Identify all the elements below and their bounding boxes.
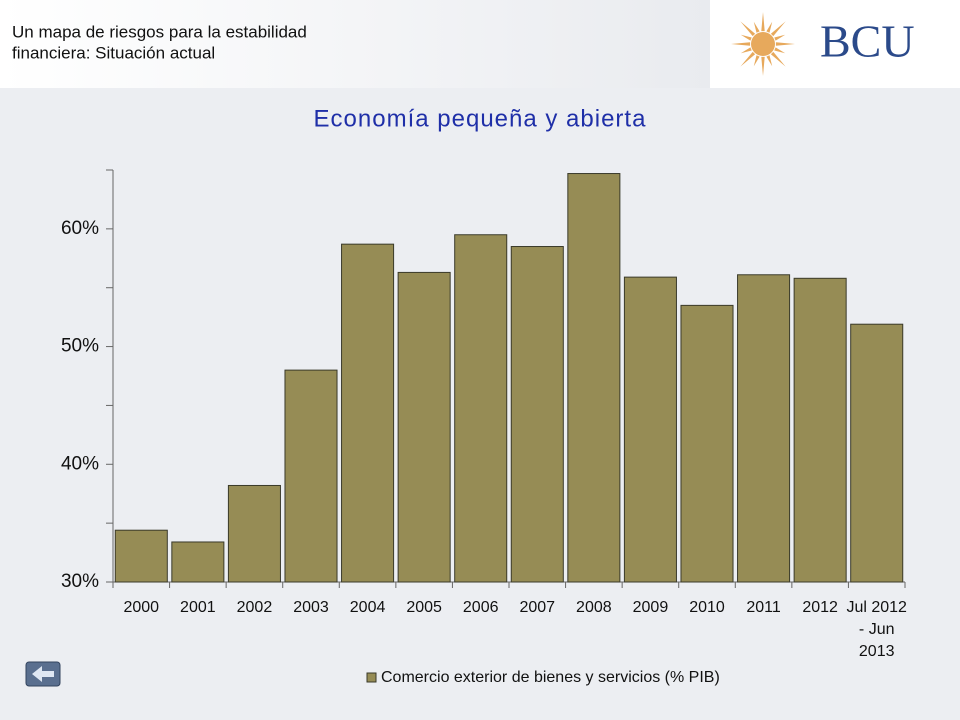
- x-tick-label: 2003: [293, 599, 329, 616]
- sun-ray: [740, 51, 756, 67]
- y-tick-label: 30%: [61, 571, 99, 592]
- sun-ray: [753, 55, 760, 67]
- sun-ray: [740, 47, 752, 54]
- logo-sun: [731, 12, 795, 76]
- sun-ray: [761, 12, 765, 32]
- bar: [114, 529, 168, 583]
- x-tick-label: 2007: [519, 599, 555, 616]
- x-tick-label: 2006: [463, 599, 499, 616]
- bar: [510, 246, 564, 583]
- x-tick-label: 2004: [350, 599, 386, 616]
- bar: [567, 173, 621, 583]
- x-tick-label: 2010: [689, 599, 725, 616]
- x-tick-label: 2012: [802, 599, 838, 616]
- sun-ray: [770, 51, 786, 67]
- sun-ray: [774, 47, 786, 54]
- sun-ray: [775, 42, 795, 46]
- bar: [793, 277, 847, 583]
- bar: [850, 323, 904, 583]
- header-title: Un mapa de riesgos para la estabilidad: [12, 22, 307, 41]
- x-tick-label: 2009: [633, 599, 669, 616]
- sun-ray: [770, 21, 786, 37]
- y-tick-label: 40%: [61, 453, 99, 474]
- bar: [454, 234, 508, 583]
- back-button[interactable]: [25, 661, 61, 687]
- x-tick-label: 2008: [576, 599, 612, 616]
- sun-ray: [731, 42, 751, 46]
- sun-ray: [753, 21, 760, 33]
- x-tick-label: 2001: [180, 599, 216, 616]
- sun-ray: [766, 21, 773, 33]
- bar: [171, 541, 225, 583]
- sun-ray: [761, 56, 765, 76]
- x-tick-label: Jul 2012- Jun 2013: [846, 599, 907, 660]
- legend-label: Comercio exterior de bienes y servicios …: [381, 669, 720, 686]
- chart-title: Economía pequeña y abierta: [314, 105, 647, 132]
- x-tick-label: 2002: [237, 599, 273, 616]
- y-tick-label: 60%: [61, 218, 99, 239]
- sun-ray: [740, 34, 752, 41]
- bar: [623, 276, 677, 583]
- bar: [284, 369, 338, 583]
- sun-ray: [774, 34, 786, 41]
- header-band: [0, 0, 710, 88]
- legend-swatch: [366, 672, 377, 683]
- bar: [341, 243, 395, 583]
- x-tick-label: 2000: [123, 599, 159, 616]
- header-title: financiera: Situación actual: [12, 43, 215, 62]
- y-tick-label: 50%: [61, 336, 99, 357]
- sun-ray: [766, 55, 773, 67]
- x-tick-label: 2011: [746, 599, 781, 616]
- x-tick-label: 2005: [406, 599, 442, 616]
- bar: [397, 271, 451, 583]
- bar: [680, 304, 734, 583]
- sun-ray: [740, 21, 756, 37]
- bar: [227, 484, 281, 583]
- bar: [737, 274, 791, 583]
- logo-text: BCU: [820, 16, 915, 67]
